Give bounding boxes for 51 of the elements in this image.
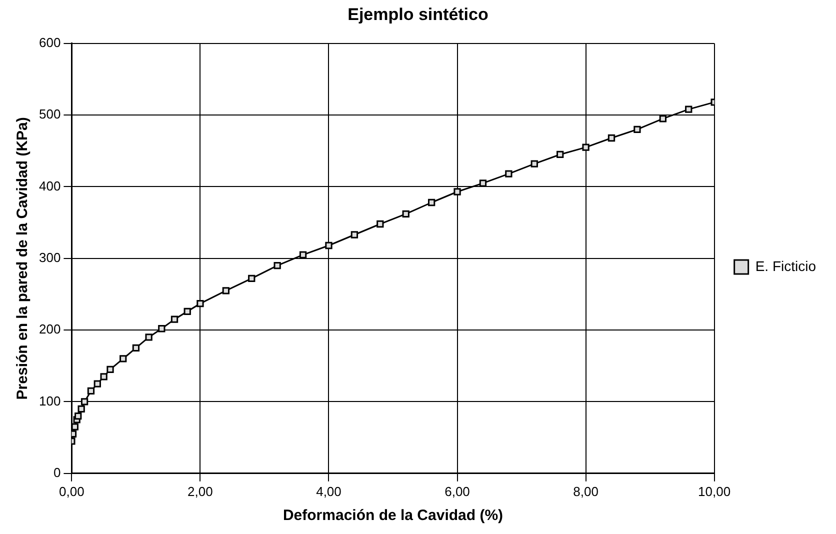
point xyxy=(248,274,256,282)
y-tick-label: 100 xyxy=(38,393,61,408)
point xyxy=(94,380,101,388)
point xyxy=(80,398,88,406)
x-tick-label: 0,00 xyxy=(59,484,84,499)
point xyxy=(196,300,204,308)
point xyxy=(582,144,590,151)
point xyxy=(454,188,461,196)
legend-label: E. Ficticio xyxy=(755,258,816,274)
point xyxy=(158,325,166,332)
point xyxy=(120,355,127,362)
point xyxy=(428,198,436,206)
y-tick-label: 500 xyxy=(38,106,61,122)
point xyxy=(184,308,191,316)
point xyxy=(78,405,85,412)
point xyxy=(170,316,178,323)
point xyxy=(402,210,410,218)
y-tick-label: 600 xyxy=(38,34,61,50)
y-tick-label: 400 xyxy=(38,178,61,194)
point xyxy=(376,220,384,228)
point xyxy=(556,150,564,158)
point xyxy=(505,170,512,178)
y-tick-label: 300 xyxy=(38,250,61,265)
x-tick-label: 4,00 xyxy=(316,484,342,499)
point xyxy=(350,231,358,238)
point xyxy=(530,160,538,168)
chart-title: Ejemplo sintético xyxy=(348,4,488,24)
point xyxy=(659,115,666,122)
point xyxy=(634,126,641,133)
point xyxy=(325,242,332,250)
point xyxy=(87,387,95,395)
x-axis-title: Deformación de la Cavidad (%) xyxy=(282,507,504,524)
x-tick-label: 8,00 xyxy=(573,484,598,499)
y-tick-label: 0 xyxy=(53,464,61,480)
point xyxy=(132,344,140,352)
point xyxy=(608,134,616,142)
point xyxy=(72,423,78,430)
point xyxy=(685,106,692,113)
point xyxy=(274,262,281,270)
point xyxy=(106,366,114,374)
y-tick-label: 200 xyxy=(38,322,61,337)
point xyxy=(479,180,487,187)
point xyxy=(74,412,82,420)
point xyxy=(145,334,152,341)
point xyxy=(100,373,108,380)
y-axis-title: Presión en la pared de la Cavidad (KPa) xyxy=(14,117,32,400)
x-tick-label: 10,00 xyxy=(698,484,731,499)
x-tick-label: 2,00 xyxy=(188,484,213,499)
point xyxy=(222,287,230,294)
point xyxy=(299,251,307,258)
x-tick-label: 6,00 xyxy=(444,484,470,499)
